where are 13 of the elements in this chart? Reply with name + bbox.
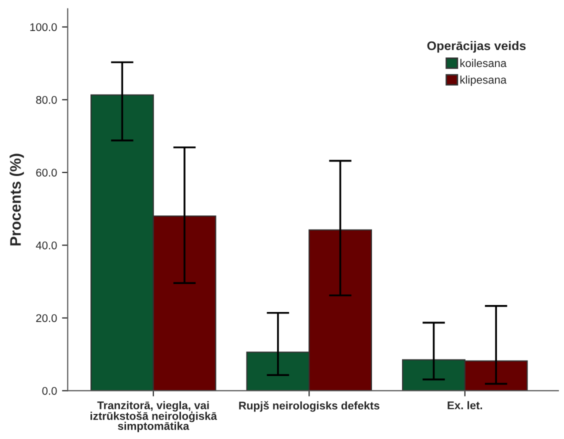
legend-label: klipesana <box>460 76 507 86</box>
y-tick-label: 0.0 <box>42 386 57 395</box>
legend-title: Operācijas veids <box>427 41 526 53</box>
x-tick-label: Tranzitorā, viegla, vai iztrūkstošā neiroloģiskā simptomātika <box>90 401 218 432</box>
y-tick-label: 100.0 <box>30 23 57 32</box>
y-tick-label: 60.0 <box>36 168 57 177</box>
y-tick-label: 80.0 <box>36 96 57 104</box>
y-axis-title: Procents (%) <box>10 154 24 246</box>
legend-label: koilesana <box>460 58 507 68</box>
x-tick-label: Rupjš neirologisks defekts <box>239 401 380 412</box>
x-tick-label: Ex. let. <box>448 401 482 410</box>
y-tick-label: 20.0 <box>36 314 57 322</box>
y-tick-label: 40.0 <box>36 241 57 250</box>
